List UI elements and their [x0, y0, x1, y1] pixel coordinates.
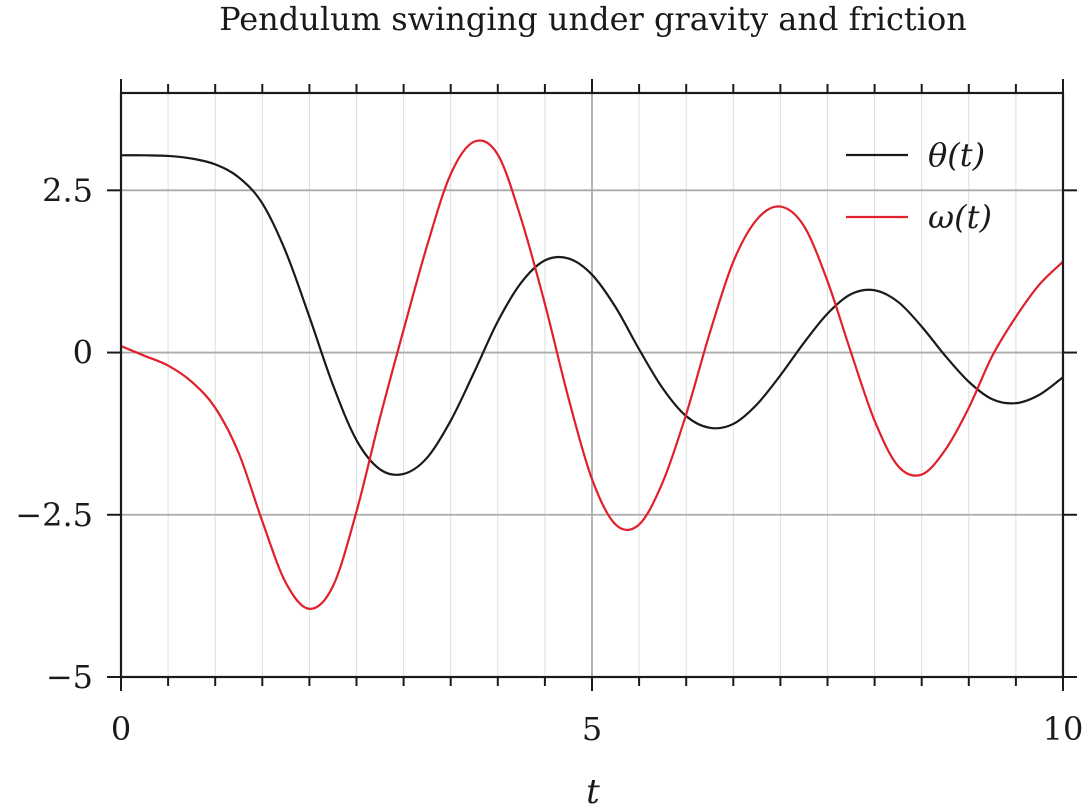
x-axis-label: t [586, 772, 600, 809]
y-tick-label: 2.5 [42, 171, 93, 209]
y-tick-label: 0 [73, 334, 93, 372]
chart-title: Pendulum swinging under gravity and fric… [219, 0, 967, 38]
ticks [107, 79, 1077, 691]
series-line-omega [120, 139, 1064, 610]
series-line-theta [120, 154, 1064, 476]
legend: θ(t) ω(t) [846, 136, 992, 236]
y-tick-label: −5 [46, 658, 93, 696]
x-tick-label: 10 [1043, 710, 1084, 748]
legend-label: θ(t) [928, 136, 985, 174]
x-tick-label: 0 [111, 710, 131, 748]
x-tick-label: 5 [582, 710, 602, 748]
y-tick-label: −2.5 [15, 496, 93, 534]
series-layer [120, 139, 1064, 610]
tick-labels: 0 5 10 −5 −2.5 0 2.5 [15, 171, 1083, 748]
legend-label: ω(t) [928, 198, 992, 236]
grid [121, 93, 1063, 677]
